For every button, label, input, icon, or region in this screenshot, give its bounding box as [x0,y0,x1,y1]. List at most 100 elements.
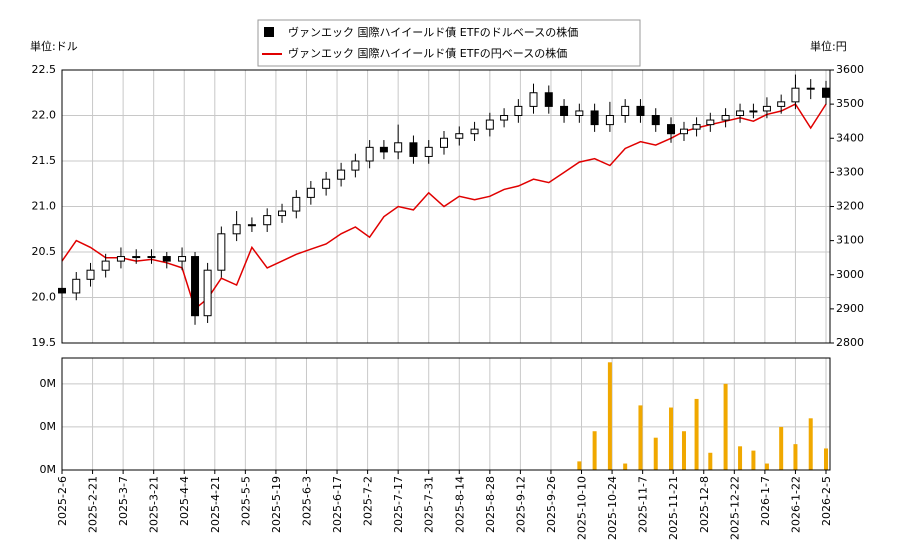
candle-body [162,256,171,262]
volume-bar [638,405,643,470]
y2-tick-label: 3400 [836,131,864,144]
candle-body [470,128,479,135]
legend-box [257,19,641,67]
x-tick-label: 2025-5-19 [270,476,283,533]
candle-body [806,87,815,90]
volume-bar [653,437,658,470]
candle-body [440,137,448,148]
y-tick-label: 21.0 [32,200,57,213]
x-tick-label: 2025-8-14 [453,476,466,533]
volume-bar [779,426,784,470]
candle-body [263,215,272,226]
x-tick-label: 2025-12-8 [698,476,711,533]
candle-body [116,256,125,262]
y-unit-label: 単位:ドル [30,39,78,53]
candle-body [217,233,226,271]
candle-body [178,256,187,262]
candle-body [777,101,786,107]
y-tick-label: 20.0 [32,291,57,304]
x-tick-label: 2025-10-10 [576,476,589,540]
candle-body [72,278,81,294]
legend-label: ヴァンエック 国際ハイイールド債 ETFの円ベースの株価 [288,46,567,60]
y2-tick-label: 3100 [836,234,864,247]
plot-frame [61,69,831,344]
candle-body [749,110,758,113]
candle-body [791,87,800,103]
y2-tick-label: 3200 [836,200,864,213]
candle-body [394,142,403,153]
volume-bar [808,418,813,470]
y2-tick-label: 3300 [836,165,864,178]
candle-body [337,169,346,180]
candle-body [706,119,715,126]
candle-body [822,87,830,98]
volume-bar [764,463,769,470]
volume-bar [623,463,628,470]
legend-label: ヴァンエック 国際ハイイールド債 ETFのドルベースの株価 [288,25,578,39]
volume-bar [592,431,597,470]
x-tick-label: 2025-6-3 [300,476,313,526]
candle-body [424,146,433,157]
candle-body [306,187,315,198]
x-tick-label: 2025-10-24 [606,476,619,540]
x-tick-label: 2025-7-31 [423,476,436,533]
x-tick-label: 2026-1-7 [759,476,772,526]
x-tick-label: 2025-8-28 [484,476,497,533]
candle-body [692,124,701,130]
candle-body [147,256,156,259]
y-tick-label: 22.0 [32,109,57,122]
candle-body [278,210,287,217]
candle-body [292,196,301,212]
x-tick-label: 2025-3-7 [117,476,130,526]
candle-body [132,256,141,259]
volume-bar [738,446,743,470]
candle-body [636,105,645,117]
candle-body [605,115,614,126]
candle-body [455,133,464,139]
y-tick-label: 0M [40,377,57,390]
y2-tick-label: 2900 [836,302,864,315]
y-tick-label: 0M [40,463,57,476]
y-tick-label: 19.5 [32,336,57,349]
price-line [61,103,827,311]
volume-bar [723,383,728,470]
y2-tick-label: 3000 [836,268,864,281]
candle-body [590,110,599,126]
x-tick-label: 2025-2-6 [56,476,69,526]
candle-body [667,124,676,135]
x-tick-label: 2025-6-17 [331,476,344,533]
candle-body [762,105,771,112]
volume-bar [694,398,699,470]
candle-body [514,105,523,117]
candle-body [575,110,584,116]
x-tick-label: 2025-11-7 [637,476,650,533]
volume-bar [577,461,582,470]
candle-body [365,146,374,162]
y2-tick-label: 2800 [836,336,864,349]
volume-bar [751,450,756,470]
x-tick-label: 2025-2-21 [87,476,100,533]
x-tick-label: 2025-7-2 [362,476,375,526]
y2-tick-label: 3500 [836,97,864,110]
x-tick-label: 2025-9-12 [514,476,527,533]
volume-bar [793,444,798,470]
y2-unit-label: 単位:円 [810,39,847,53]
x-tick-label: 2026-1-22 [789,476,802,533]
candle-body [232,224,241,235]
x-tick-label: 2025-11-21 [667,476,680,540]
candle-body [191,256,200,317]
candle-body [560,105,569,117]
x-tick-label: 2026-2-5 [820,476,833,526]
x-tick-label: 2025-4-4 [178,476,191,526]
candle-body [379,146,388,153]
volume-bar [669,407,674,470]
candle-body [679,128,688,135]
y-tick-label: 0M [40,420,57,433]
x-tick-label: 2025-4-21 [209,476,222,533]
x-tick-label: 2025-7-17 [392,476,405,533]
x-tick-label: 2025-5-5 [239,476,252,526]
candle-body [529,92,538,107]
candle-body [485,119,494,130]
y-tick-label: 22.5 [32,63,57,76]
